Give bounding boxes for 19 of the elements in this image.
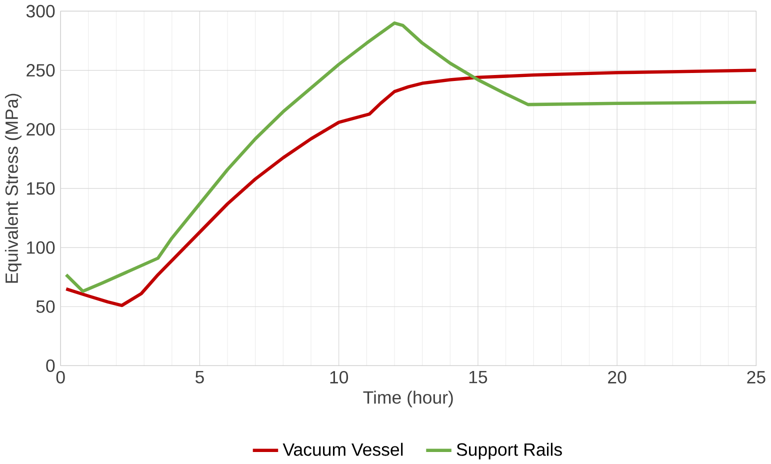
y-tick-label: 250 bbox=[26, 64, 55, 77]
x-tick-label: 20 bbox=[608, 371, 626, 384]
y-tick-label: 300 bbox=[26, 5, 55, 18]
x-tick-label: 25 bbox=[747, 371, 766, 384]
y-tick-label: 50 bbox=[36, 300, 55, 313]
line-series bbox=[64, 21, 756, 293]
x-tick-label: 15 bbox=[469, 371, 488, 384]
x-tick-label: 10 bbox=[330, 371, 348, 384]
y-tick-label: 150 bbox=[27, 182, 55, 195]
legend-label: Vacuum Vessel bbox=[282, 442, 403, 456]
y-tick-label: 200 bbox=[26, 123, 55, 136]
y-axis-title: Equivalent Stress (MPa) bbox=[4, 94, 22, 283]
legend-label: Support Rails bbox=[456, 442, 562, 460]
line-series bbox=[64, 68, 756, 308]
y-tick-label: 100 bbox=[27, 241, 55, 254]
x-tick-label: 5 bbox=[196, 371, 204, 384]
y-tick-label: 0 bbox=[46, 360, 55, 372]
x-tick-label: 0 bbox=[56, 371, 65, 384]
x-axis-title: Time (hour) bbox=[363, 390, 453, 408]
